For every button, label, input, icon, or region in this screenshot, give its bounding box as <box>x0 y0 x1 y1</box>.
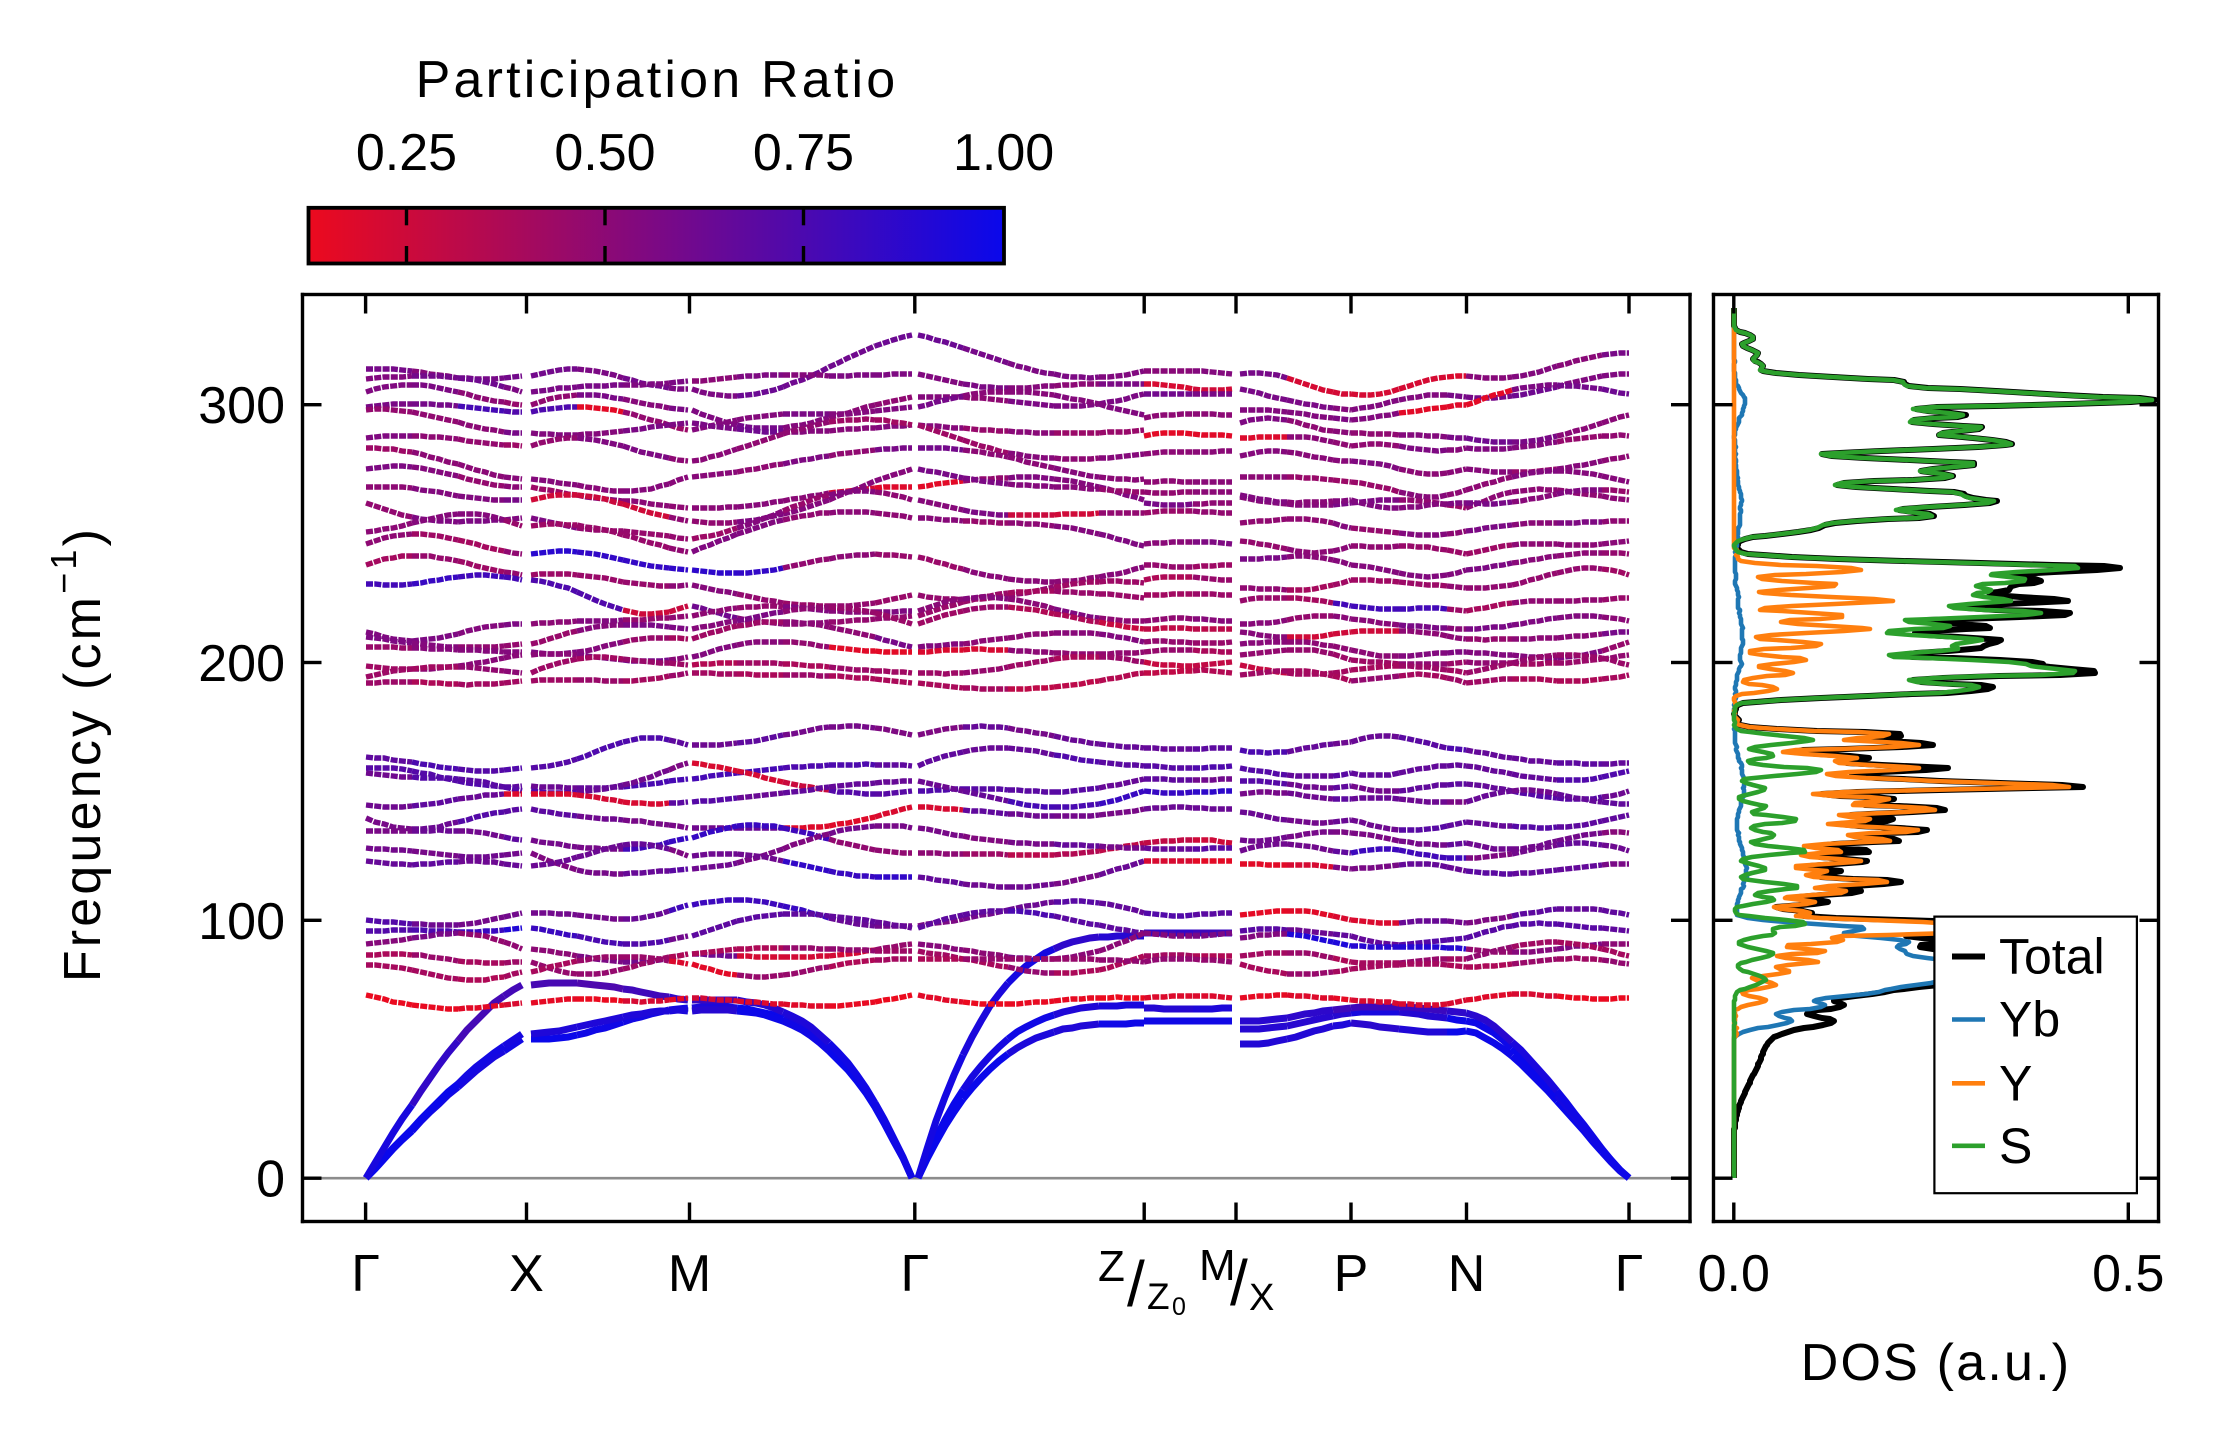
svg-text:X: X <box>1249 1277 1274 1319</box>
svg-text:0.50: 0.50 <box>554 124 655 182</box>
svg-text:/: / <box>1230 1247 1248 1319</box>
svg-text:100: 100 <box>198 893 285 951</box>
svg-text:1.00: 1.00 <box>953 124 1054 182</box>
svg-text:M: M <box>1199 1241 1236 1290</box>
svg-text:0.5: 0.5 <box>2092 1245 2164 1303</box>
svg-text:Frequency (cm−1): Frequency (cm−1) <box>43 526 112 982</box>
svg-text:0: 0 <box>1172 1293 1186 1321</box>
svg-text:200: 200 <box>198 635 285 693</box>
svg-text:M: M <box>668 1245 711 1303</box>
svg-text:Z: Z <box>1147 1276 1170 1317</box>
svg-text:0.25: 0.25 <box>356 124 457 182</box>
svg-text:Yb: Yb <box>1999 992 2060 1048</box>
svg-text:X: X <box>509 1245 544 1303</box>
svg-text:0.0: 0.0 <box>1698 1245 1770 1303</box>
svg-text:Γ: Γ <box>351 1245 380 1303</box>
svg-text:Total: Total <box>1999 929 2105 985</box>
svg-text:N: N <box>1448 1245 1486 1303</box>
svg-text:DOS (a.u.): DOS (a.u.) <box>1801 1334 2072 1392</box>
svg-text:0: 0 <box>256 1151 285 1209</box>
svg-text:/: / <box>1127 1248 1145 1320</box>
svg-text:0.75: 0.75 <box>753 124 854 182</box>
svg-text:Participation Ratio: Participation Ratio <box>416 51 899 109</box>
svg-text:Γ: Γ <box>900 1245 929 1303</box>
svg-text:P: P <box>1334 1245 1369 1303</box>
svg-text:Y: Y <box>1999 1055 2032 1111</box>
svg-text:Γ: Γ <box>1615 1245 1644 1303</box>
svg-text:Z: Z <box>1098 1242 1125 1291</box>
svg-text:300: 300 <box>198 377 285 435</box>
svg-text:S: S <box>1999 1118 2032 1174</box>
